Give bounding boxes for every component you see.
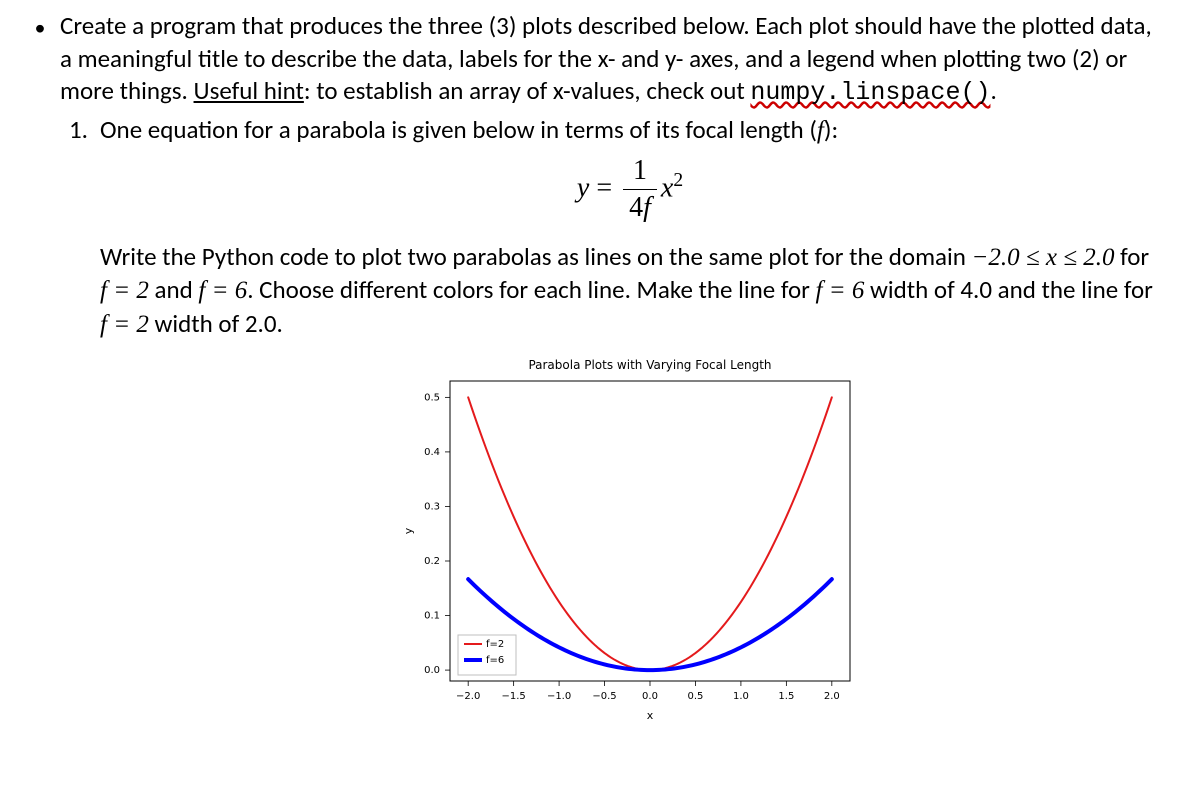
p2e: width of 2.0. bbox=[149, 308, 283, 339]
svg-text:x: x bbox=[647, 709, 654, 722]
item1-line1-b: ): bbox=[824, 114, 838, 145]
p2-f6b: f = 6 bbox=[816, 277, 865, 304]
eq-sq: 2 bbox=[673, 170, 683, 191]
eq-lhs: y bbox=[577, 172, 589, 203]
svg-text:−1.0: −1.0 bbox=[547, 691, 571, 702]
svg-text:1.0: 1.0 bbox=[733, 691, 749, 702]
eq-den: 4f bbox=[623, 190, 657, 226]
item1-line1: One equation for a parabola is given bel… bbox=[100, 114, 1160, 148]
p2-and: and bbox=[149, 274, 199, 305]
item1-f: f bbox=[817, 117, 824, 144]
svg-text:f=2: f=2 bbox=[486, 639, 504, 650]
p2d: width of 4.0 and the line for bbox=[864, 274, 1153, 305]
svg-text:1.5: 1.5 bbox=[778, 691, 794, 702]
svg-text:0.0: 0.0 bbox=[424, 665, 440, 676]
intro-period: . bbox=[990, 75, 996, 106]
equation: y = 14fx2 bbox=[100, 153, 1160, 227]
svg-text:0.5: 0.5 bbox=[688, 691, 704, 702]
svg-text:0.2: 0.2 bbox=[424, 556, 440, 567]
p2a: Write the Python code to plot two parabo… bbox=[100, 241, 972, 272]
useful-hint-label: Useful hint bbox=[194, 75, 304, 106]
p2b: for bbox=[1114, 241, 1149, 272]
svg-text:−2.0: −2.0 bbox=[456, 691, 480, 702]
eq-den-4: 4 bbox=[629, 192, 643, 223]
item1-para2: Write the Python code to plot two parabo… bbox=[100, 241, 1160, 342]
svg-text:−1.5: −1.5 bbox=[501, 691, 525, 702]
item-number: 1. bbox=[60, 114, 100, 145]
p2-domain: −2.0 ≤ x ≤ 2.0 bbox=[972, 244, 1115, 271]
svg-text:f=6: f=6 bbox=[486, 655, 504, 666]
svg-text:0.0: 0.0 bbox=[642, 691, 658, 702]
bullet-marker: • bbox=[20, 10, 60, 41]
p2c: . Choose different colors for each line.… bbox=[247, 274, 815, 305]
svg-text:2.0: 2.0 bbox=[824, 691, 840, 702]
item-body: One equation for a parabola is given bel… bbox=[100, 114, 1160, 732]
item1-line1-a: One equation for a parabola is given bel… bbox=[100, 114, 817, 145]
svg-text:0.3: 0.3 bbox=[424, 502, 440, 513]
intro-paragraph: Create a program that produces the three… bbox=[60, 10, 1160, 110]
parabola-chart: Parabola Plots with Varying Focal Length… bbox=[395, 351, 865, 731]
p2-f6: f = 6 bbox=[198, 277, 247, 304]
eq-x: x bbox=[661, 172, 673, 203]
svg-text:0.4: 0.4 bbox=[424, 447, 440, 458]
p2-f2b: f = 2 bbox=[100, 311, 149, 338]
eq-num: 1 bbox=[623, 153, 657, 190]
eq-sign: = bbox=[589, 172, 619, 203]
svg-text:0.1: 0.1 bbox=[424, 611, 440, 622]
intro-text-2: : to establish an array of x-values, che… bbox=[304, 75, 751, 106]
code-hint: numpy.linspace() bbox=[750, 78, 990, 107]
eq-fraction: 14f bbox=[623, 153, 657, 227]
eq-den-f: f bbox=[643, 192, 651, 223]
svg-text:0.5: 0.5 bbox=[424, 393, 440, 404]
svg-text:−0.5: −0.5 bbox=[592, 691, 616, 702]
svg-text:Parabola Plots with Varying Fo: Parabola Plots with Varying Focal Length bbox=[528, 358, 771, 372]
p2-f2: f = 2 bbox=[100, 277, 149, 304]
svg-text:y: y bbox=[402, 528, 415, 535]
